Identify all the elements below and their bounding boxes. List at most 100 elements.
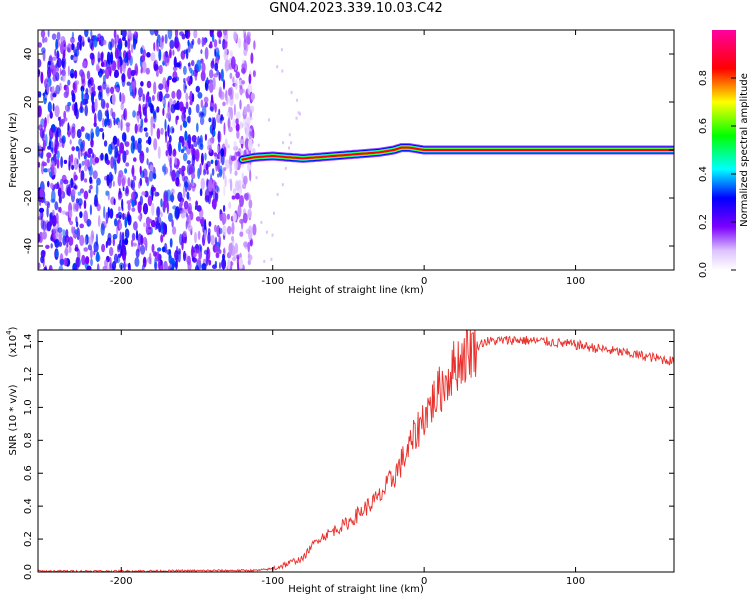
noise-blob [232, 250, 237, 262]
noise-blob [195, 248, 200, 254]
noise-blob [109, 209, 112, 217]
y-tick-label: 1.2 [23, 366, 34, 382]
noise-blob [69, 154, 74, 167]
noise-blob [90, 128, 94, 141]
noise-blob [210, 159, 214, 164]
noise-blob [42, 50, 46, 62]
noise-blob [102, 131, 105, 140]
noise-blob [71, 31, 74, 40]
noise-blob [68, 245, 72, 254]
noise-blob [49, 127, 54, 140]
snr-panel: -200 -100 0 100 0.0 0.2 0.4 0.6 0.8 1.0 1.2 1.4 He… [5, 326, 675, 595]
noise-blob [183, 181, 189, 188]
noise-blob [146, 52, 151, 58]
noise-blob [219, 91, 225, 100]
noise-blob [52, 209, 55, 217]
noise-blob [57, 227, 63, 234]
noise-blob [65, 246, 68, 257]
noise-blob [199, 138, 202, 144]
noise-blob [124, 228, 130, 239]
noise-blob [194, 231, 197, 244]
noise-blob [131, 191, 136, 201]
noise-blob [205, 163, 209, 171]
noise-blob [60, 156, 63, 169]
noise-blob [194, 265, 200, 270]
noise-blob [228, 201, 232, 209]
noise-blob [118, 206, 121, 212]
noise-blob [46, 114, 50, 124]
noise-speck [282, 141, 285, 145]
noise-blob [106, 159, 110, 166]
noise-blob [71, 43, 75, 51]
noise-blob [174, 157, 178, 166]
noise-blob [234, 242, 239, 255]
noise-blob [146, 158, 149, 166]
noise-blob [121, 198, 124, 210]
noise-blob [50, 182, 54, 189]
colorbar-tick-label: 0.6 [698, 118, 709, 134]
noise-blob [145, 216, 151, 227]
noise-blob [54, 183, 60, 190]
noise-blob [79, 223, 84, 229]
noise-blob [100, 61, 105, 68]
noise-blob [189, 163, 194, 175]
noise-blob [171, 169, 177, 182]
noise-blob [248, 194, 251, 201]
noise-blob [176, 89, 182, 100]
noise-blob [229, 86, 234, 100]
noise-blob [107, 232, 112, 242]
noise-blob [58, 195, 62, 204]
x-tick-label: 100 [566, 576, 585, 587]
noise-blob [58, 265, 64, 270]
noise-blob [134, 140, 138, 151]
noise-blob [74, 244, 79, 252]
noise-blob [233, 140, 237, 150]
noise-blob [239, 195, 244, 207]
noise-blob [211, 198, 217, 210]
noise-blob [243, 175, 248, 185]
noise-blob [79, 234, 85, 246]
noise-blob [100, 98, 106, 109]
noise-blob [47, 66, 52, 79]
noise-speck [276, 192, 279, 196]
noise-blob [226, 225, 232, 235]
noise-blob [76, 41, 81, 51]
x-tick-label: 0 [421, 276, 427, 287]
noise-blob [142, 256, 147, 268]
noise-blob [164, 34, 168, 44]
noise-blob [143, 117, 148, 123]
noise-blob [182, 152, 188, 162]
noise-blob [199, 116, 205, 126]
noise-blob [204, 133, 207, 141]
spectrogram-y-label: Frequency (Hz) [8, 112, 19, 188]
noise-blob [158, 64, 163, 75]
noise-speck [284, 166, 287, 170]
noise-blob [185, 220, 188, 230]
noise-blob [165, 130, 168, 144]
noise-blob [179, 31, 184, 36]
noise-blob [145, 147, 149, 153]
noise-blob [244, 193, 249, 201]
noise-blob [251, 148, 256, 154]
noise-blob [51, 61, 55, 70]
colorbar-tick-label: 0.0 [698, 262, 709, 278]
noise-blob [224, 159, 230, 169]
noise-blob [182, 185, 186, 198]
noise-blob [147, 195, 153, 207]
noise-blob [195, 216, 201, 222]
noise-blob [43, 168, 48, 173]
noise-blob [48, 140, 52, 150]
noise-blob [75, 256, 80, 270]
noise-blob [204, 152, 207, 161]
noise-blob [55, 212, 59, 224]
noise-blob [161, 35, 164, 43]
noise-blob [68, 236, 74, 246]
noise-blob [236, 255, 240, 269]
noise-blob [50, 147, 54, 152]
noise-blob [38, 42, 42, 48]
noise-blob [103, 140, 108, 147]
noise-blob [67, 79, 71, 86]
noise-blob [44, 36, 48, 43]
x-tick-label: -200 [110, 276, 133, 287]
noise-blob [78, 163, 82, 169]
